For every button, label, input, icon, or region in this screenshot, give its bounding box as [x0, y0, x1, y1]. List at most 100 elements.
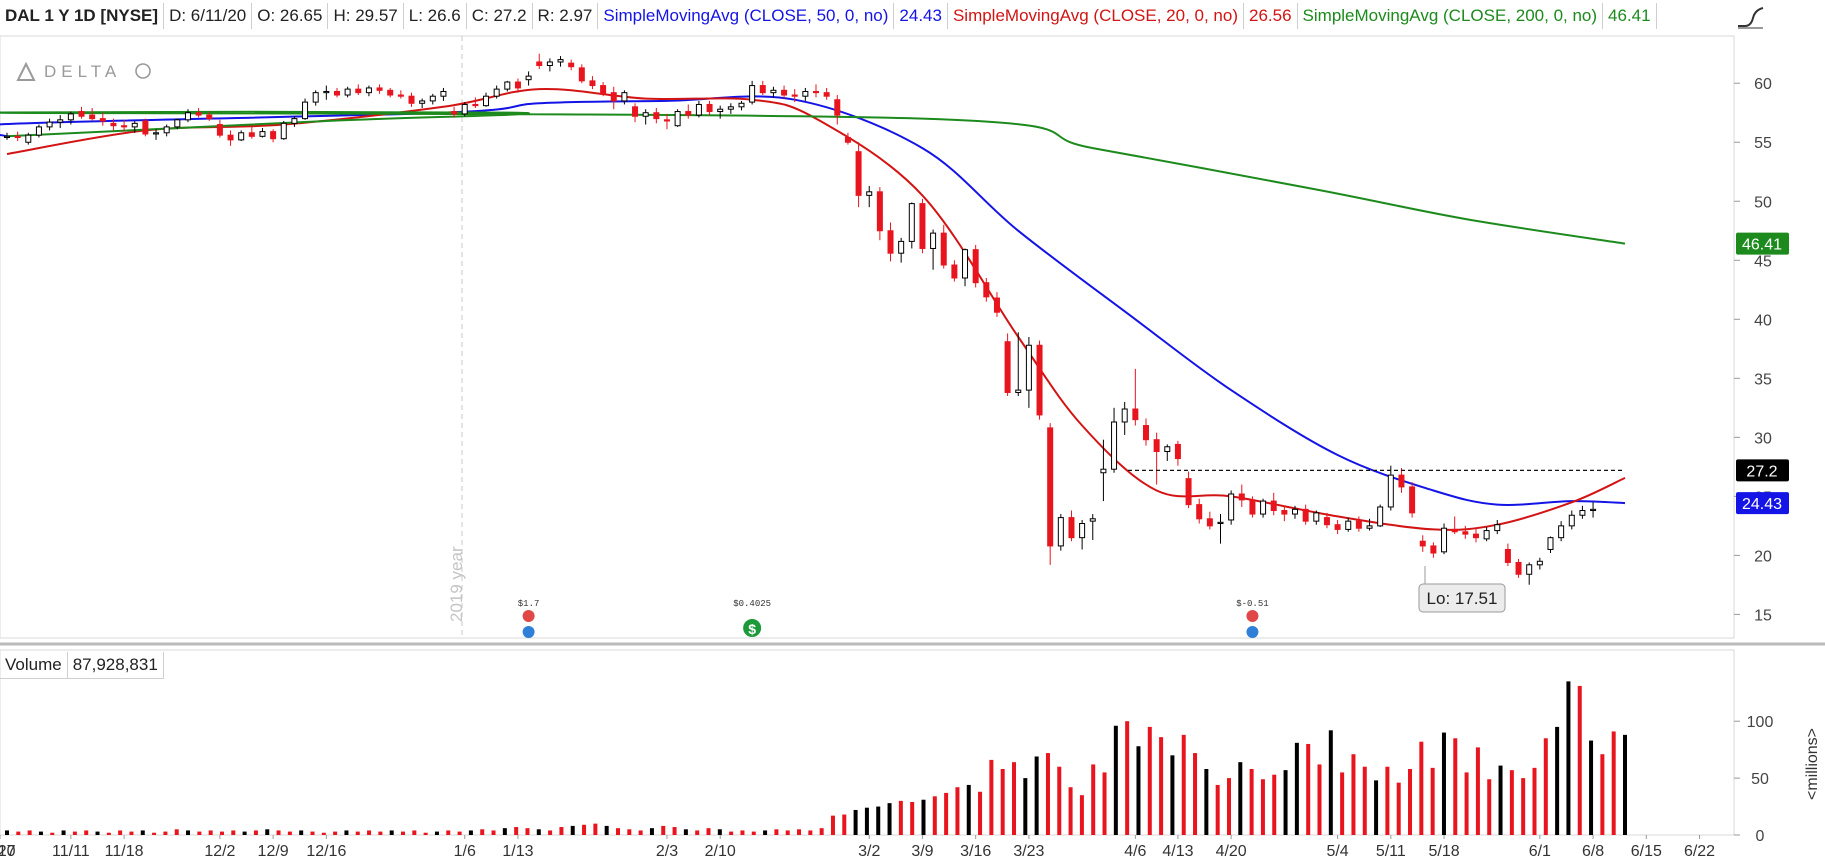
volume-bar	[276, 830, 281, 835]
ma20-study-value: 26.56	[1244, 3, 1298, 29]
candle-body	[1494, 524, 1501, 532]
volume-bar	[763, 830, 768, 835]
volume-bar	[864, 807, 869, 835]
time-axis-tick-label: 6/15	[1631, 843, 1662, 860]
candle-body	[1366, 525, 1373, 529]
volume-bar	[514, 827, 519, 835]
candle-body	[642, 112, 649, 117]
volume-bar	[570, 825, 575, 835]
low-callout-box	[1418, 583, 1506, 613]
volume-bar	[1294, 742, 1299, 835]
candle-body	[142, 120, 149, 135]
volume-bar	[1577, 685, 1582, 835]
volume-bar	[582, 824, 587, 835]
volume-bar	[1193, 753, 1198, 835]
volume-bar	[197, 831, 202, 835]
volume-bar	[84, 830, 89, 835]
volume-bar	[219, 831, 224, 835]
volume-bar	[1317, 764, 1322, 835]
candle-body	[1079, 523, 1086, 539]
volume-bar	[1238, 762, 1243, 835]
price-tag-label: 27.2	[1746, 463, 1777, 480]
candle-body	[131, 122, 138, 128]
candle-body	[1004, 341, 1011, 393]
candle-body	[216, 124, 223, 136]
volume-bar	[1272, 774, 1277, 835]
candle-body	[419, 100, 426, 104]
candle-body	[1547, 537, 1554, 550]
candle-body	[376, 87, 383, 91]
volume-bar	[1226, 778, 1231, 835]
candle-body	[1462, 531, 1469, 535]
range-readout: R: 2.97	[533, 3, 599, 29]
time-axis-tick-label: 4/20	[1216, 843, 1247, 860]
volume-bar	[1385, 766, 1390, 835]
time-axis-tick-label: 12/9	[258, 843, 289, 860]
drawing-tool-button[interactable]	[1735, 4, 1767, 30]
candle-body	[302, 101, 309, 120]
candle-body	[99, 118, 106, 122]
time-axis-tick-label: 12/2	[204, 843, 235, 860]
candle-body	[451, 111, 458, 115]
candle-body	[727, 106, 734, 110]
volume-value: 87,928,831	[67, 652, 164, 679]
candle-body	[940, 232, 947, 266]
candle-body	[536, 61, 543, 67]
price-tag-box	[1736, 232, 1789, 255]
volume-bar	[231, 830, 236, 835]
candle-body	[1015, 389, 1022, 393]
volume-bar	[491, 830, 496, 835]
earnings-icon	[1246, 610, 1259, 622]
candle-body	[663, 119, 670, 122]
volume-bar	[1351, 754, 1356, 835]
candle-body	[717, 108, 724, 113]
volume-bar	[536, 829, 541, 835]
volume-bar	[5, 830, 9, 835]
ma20-study-label[interactable]: SimpleMovingAvg (CLOSE, 20, 0, no)	[948, 3, 1244, 29]
ma200-study-label[interactable]: SimpleMovingAvg (CLOSE, 200, 0, no)	[1298, 3, 1604, 29]
candle-body	[514, 81, 521, 89]
candle-body	[110, 122, 117, 127]
candle-body	[876, 191, 883, 232]
volume-label[interactable]: Volume	[0, 652, 68, 679]
candle-body	[1568, 514, 1575, 527]
candle-body	[408, 95, 415, 104]
candle-body	[834, 99, 841, 116]
dividend-icon	[743, 619, 762, 637]
candle-body	[483, 95, 490, 107]
candle-body	[813, 90, 819, 94]
candle-body	[1398, 474, 1405, 488]
ma50-study-label[interactable]: SimpleMovingAvg (CLOSE, 50, 0, no)	[598, 3, 895, 29]
candle-body	[1526, 564, 1533, 575]
candle-body	[174, 119, 181, 128]
candle-body	[844, 137, 851, 143]
event-value-label: $0.4025	[733, 599, 771, 609]
candle-body	[67, 113, 74, 121]
price-axis-tick-label: 40	[1754, 312, 1772, 329]
candle-body	[1228, 493, 1235, 521]
symbol-label[interactable]: DAL 1 Y 1D [NYSE]	[0, 3, 165, 29]
time-axis-tick-label: 2/10	[705, 843, 736, 860]
candle-body	[1387, 474, 1394, 508]
time-axis-tick-label: 3/2	[858, 843, 880, 860]
candle-body	[1111, 421, 1118, 470]
candle-body	[1419, 540, 1426, 547]
volume-bar	[785, 830, 790, 835]
volume-bar	[480, 829, 485, 835]
volume-bar	[1589, 740, 1594, 835]
delta-widget-icon	[16, 61, 36, 81]
delta-logo-globe-icon	[135, 63, 151, 79]
volume-bar	[50, 832, 55, 835]
volume-bar	[989, 759, 994, 835]
candle-body	[493, 88, 500, 97]
volume-bar	[1328, 730, 1333, 835]
candle-body	[695, 103, 702, 116]
delta-logo-text: DELTA	[44, 62, 121, 81]
time-axis-tick-label: 11/18	[105, 843, 144, 860]
price-tag-box	[1736, 492, 1789, 515]
candle-body	[270, 131, 277, 140]
candle-body	[1132, 408, 1139, 421]
volume-bar	[1012, 762, 1017, 835]
time-axis-tick-label: 1/13	[502, 843, 533, 860]
candle-body	[14, 135, 21, 139]
